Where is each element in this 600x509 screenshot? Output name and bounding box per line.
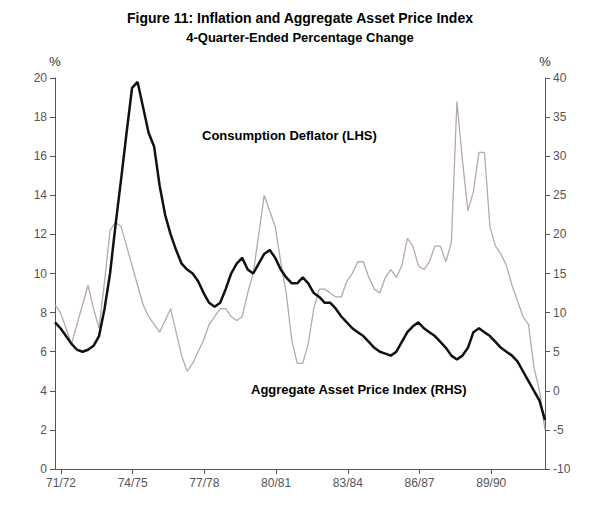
svg-text:10: 10 bbox=[34, 267, 48, 281]
svg-text:83/84: 83/84 bbox=[333, 476, 363, 490]
svg-text:-5: -5 bbox=[553, 423, 564, 437]
svg-text:15: 15 bbox=[553, 267, 567, 281]
svg-text:14: 14 bbox=[34, 188, 48, 202]
svg-text:18: 18 bbox=[34, 110, 48, 124]
svg-text:86/87: 86/87 bbox=[404, 476, 434, 490]
svg-text:80/81: 80/81 bbox=[261, 476, 291, 490]
svg-text:74/75: 74/75 bbox=[118, 476, 148, 490]
svg-text:8: 8 bbox=[40, 306, 47, 320]
svg-text:77/78: 77/78 bbox=[189, 476, 219, 490]
svg-text:2: 2 bbox=[40, 423, 47, 437]
svg-text:%: % bbox=[49, 54, 61, 69]
svg-text:40: 40 bbox=[553, 71, 567, 85]
svg-text:-10: -10 bbox=[553, 462, 571, 476]
svg-text:5: 5 bbox=[553, 345, 560, 359]
svg-text:12: 12 bbox=[34, 227, 48, 241]
svg-text:0: 0 bbox=[553, 384, 560, 398]
svg-text:30: 30 bbox=[553, 149, 567, 163]
svg-text:Aggregate Asset Price Index (R: Aggregate Asset Price Index (RHS) bbox=[251, 382, 467, 397]
svg-text:4: 4 bbox=[40, 384, 47, 398]
svg-text:16: 16 bbox=[34, 149, 48, 163]
svg-text:4-Quarter-Ended Percentage Cha: 4-Quarter-Ended Percentage Change bbox=[186, 30, 414, 45]
svg-text:0: 0 bbox=[40, 462, 47, 476]
svg-text:89/90: 89/90 bbox=[476, 476, 506, 490]
svg-text:6: 6 bbox=[40, 345, 47, 359]
svg-text:71/72: 71/72 bbox=[46, 476, 76, 490]
svg-text:20: 20 bbox=[34, 71, 48, 85]
svg-text:25: 25 bbox=[553, 188, 567, 202]
svg-text:35: 35 bbox=[553, 110, 567, 124]
svg-text:Consumption Deflator (LHS): Consumption Deflator (LHS) bbox=[202, 128, 377, 143]
svg-text:%: % bbox=[539, 54, 551, 69]
svg-text:Figure 11: Inflation and Aggre: Figure 11: Inflation and Aggregate Asset… bbox=[127, 10, 473, 26]
svg-text:10: 10 bbox=[553, 306, 567, 320]
svg-text:20: 20 bbox=[553, 227, 567, 241]
